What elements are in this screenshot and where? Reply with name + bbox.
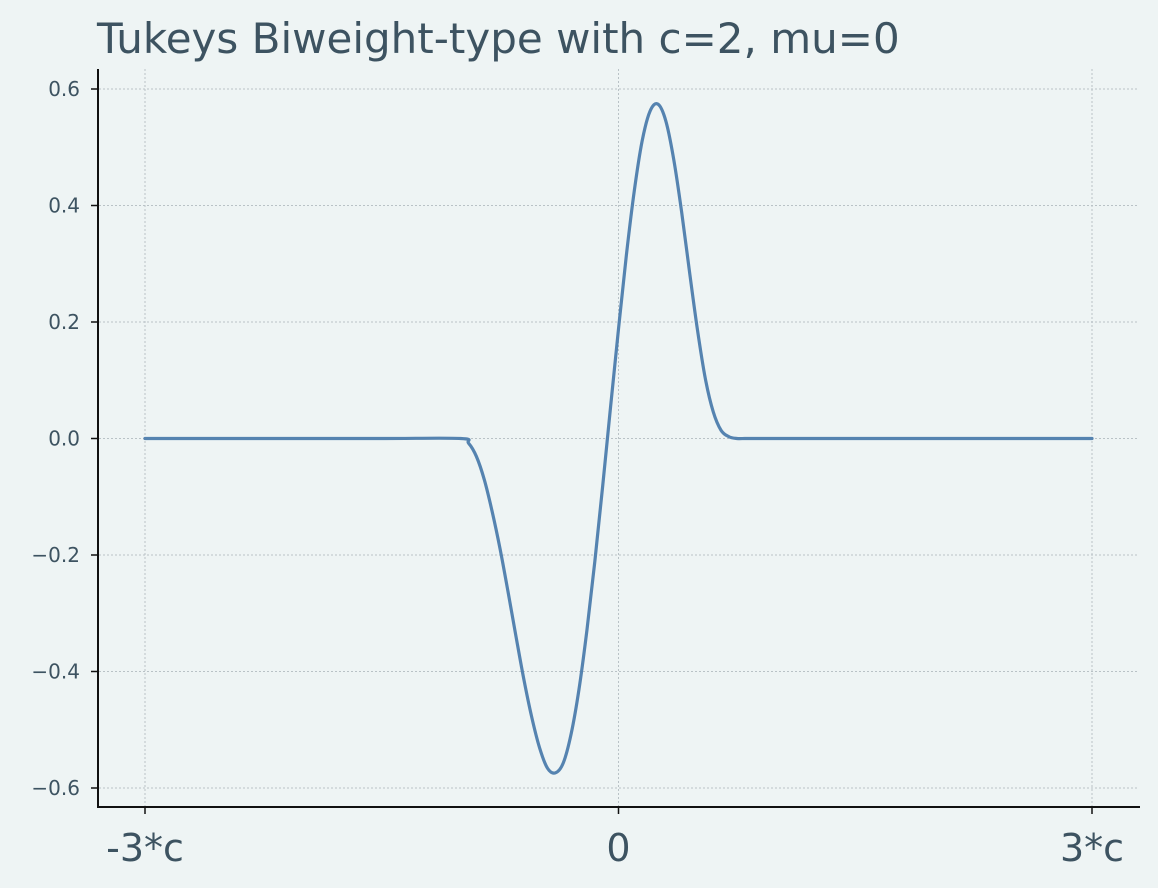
y-tick-label: 0.4 [48,194,80,218]
y-tick-label: −0.6 [31,776,80,800]
y-tick-label: −0.2 [31,543,80,567]
x-ticks: -3*c 0 3*c [106,807,1124,870]
x-tick-label: 3*c [1060,826,1124,870]
series-line [143,102,1094,775]
series-layer [143,102,1094,775]
y-tick-label: 0.6 [48,77,80,101]
y-tick-label: −0.4 [31,660,80,684]
chart-title: Tukeys Biweight-type with c=2, mu=0 [96,14,900,63]
x-tick-label: -3*c [106,826,184,870]
y-tick-label: 0.2 [48,310,80,334]
y-ticks: 0.6 0.4 0.2 0.0 −0.2 −0.4 −0.6 [31,77,98,800]
y-tick-label: 0.0 [48,427,80,451]
x-tick-label: 0 [606,826,630,870]
